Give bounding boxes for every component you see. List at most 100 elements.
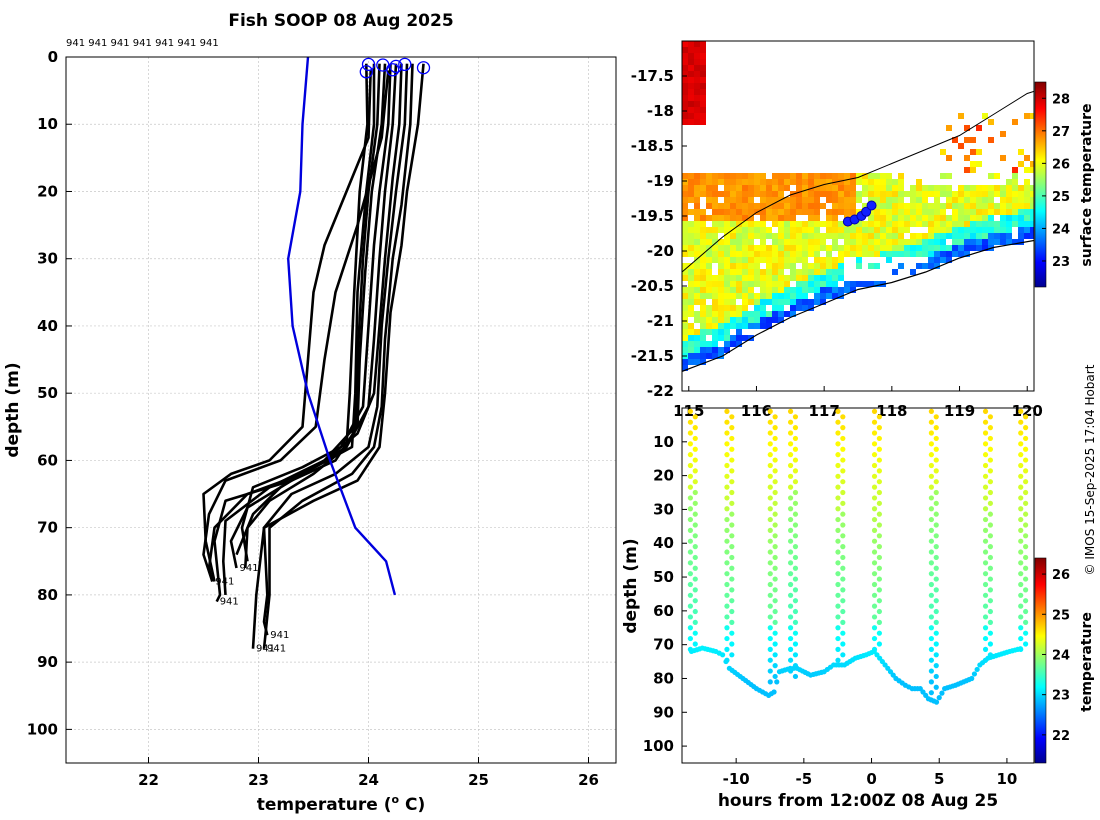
sst-cell xyxy=(706,329,712,335)
sst-cell xyxy=(724,227,730,233)
sst-cell xyxy=(772,305,778,311)
depth-cast-dot xyxy=(928,430,934,436)
depth-ytick-label: 10 xyxy=(653,433,674,451)
sst-cell xyxy=(760,251,766,257)
sst-cell xyxy=(922,239,928,245)
sst-cell xyxy=(730,341,736,347)
sst-cell xyxy=(682,293,688,299)
sst-cell xyxy=(940,215,946,221)
depth-cast-dot xyxy=(987,533,994,539)
sst-cell xyxy=(814,209,820,215)
depth-cast-dot xyxy=(928,462,934,469)
depth-cast-dot xyxy=(871,441,878,447)
sst-cell xyxy=(694,95,700,101)
sst-cell xyxy=(700,59,706,65)
sst-cell xyxy=(778,275,784,281)
sst-cell xyxy=(742,203,748,209)
sst-cell xyxy=(1012,191,1018,197)
sst-cell xyxy=(700,335,706,341)
depth-bottom-dot xyxy=(771,689,777,695)
sst-cell xyxy=(898,191,904,197)
sst-cell xyxy=(892,197,898,203)
sst-cell xyxy=(712,191,718,197)
sst-cell xyxy=(916,191,922,197)
sst-cell xyxy=(904,221,910,227)
sst-cell xyxy=(1024,155,1030,161)
sst-cell xyxy=(718,281,724,287)
sst-cell xyxy=(910,215,916,221)
sst-cell xyxy=(748,251,754,257)
sst-cell xyxy=(700,185,706,191)
sst-cell xyxy=(952,209,958,215)
sst-cell xyxy=(808,203,814,209)
depth-cast-dot xyxy=(871,603,878,609)
sst-cell xyxy=(694,293,700,299)
depth-cast-dot xyxy=(840,641,846,647)
sst-cell xyxy=(946,191,952,197)
depth-cast-dot xyxy=(724,614,730,620)
sst-cell xyxy=(1018,203,1024,209)
sst-cell xyxy=(706,197,712,203)
depth-cast-dot xyxy=(724,516,730,523)
sst-cell xyxy=(754,245,760,251)
sst-cell xyxy=(940,245,946,251)
depth-cast-dot xyxy=(772,673,778,680)
sst-cell xyxy=(868,233,874,239)
depth-cast-dot xyxy=(724,560,730,566)
depth-ytick-label: 30 xyxy=(653,500,674,518)
sst-cell xyxy=(688,251,694,257)
depth-cast-dot xyxy=(876,457,882,463)
sst-cell xyxy=(958,221,964,227)
depth-cast-dot xyxy=(729,554,735,561)
sst-cell xyxy=(802,209,808,215)
sst-cell xyxy=(1000,227,1006,233)
sst-cell xyxy=(694,311,700,317)
sst-cell xyxy=(796,245,802,251)
sst-cell xyxy=(958,239,964,245)
depth-cast-dot xyxy=(1018,625,1024,631)
depth-cast-dot xyxy=(772,565,778,571)
sst-cell xyxy=(868,185,874,191)
sst-cell xyxy=(748,281,754,287)
sst-cell xyxy=(742,257,748,263)
depth-cast-dot xyxy=(792,598,799,604)
depth-cast-dot xyxy=(1018,549,1024,555)
sst-cell xyxy=(700,191,706,197)
sst-cell xyxy=(988,215,994,221)
depth-cast-dot xyxy=(876,544,882,550)
sst-cell xyxy=(802,179,808,185)
sst-cell xyxy=(1030,191,1034,197)
depth-cast-dot xyxy=(787,516,794,523)
depth-cast-dot xyxy=(876,468,882,474)
sst-cell xyxy=(730,233,736,239)
sst-cell xyxy=(922,209,928,215)
depth-cast-dot xyxy=(1018,571,1024,577)
sst-cell xyxy=(808,179,814,185)
sst-cell xyxy=(748,317,754,323)
depth-cast-dot xyxy=(933,425,939,431)
sst-cell xyxy=(688,299,694,305)
sst-cell xyxy=(742,245,748,251)
sst-cell xyxy=(1030,203,1034,209)
sst-cell xyxy=(742,275,748,281)
sst-cell xyxy=(844,191,850,197)
sst-cell xyxy=(736,197,742,203)
depth-cast-dot xyxy=(1018,560,1024,566)
sst-cb-tick-label: 24 xyxy=(1052,222,1070,237)
sst-cell xyxy=(796,275,802,281)
sst-cell xyxy=(682,101,688,107)
depth-cast-dot xyxy=(987,414,994,420)
sst-cell xyxy=(742,227,748,233)
sst-cell xyxy=(892,227,898,233)
depth-cast-dot xyxy=(1018,614,1024,620)
sst-cell xyxy=(706,347,712,353)
sst-cell xyxy=(1012,119,1018,125)
sst-cell xyxy=(982,221,988,227)
sst-cell xyxy=(736,281,742,287)
sst-cell xyxy=(964,197,970,203)
sst-cell xyxy=(682,83,688,89)
depth-cast-dot xyxy=(871,581,878,588)
depth-cast-dot xyxy=(1023,425,1029,431)
profile-line-8 xyxy=(262,63,409,636)
sst-cell xyxy=(880,209,886,215)
